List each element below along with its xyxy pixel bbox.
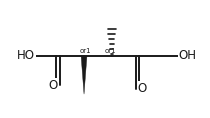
Text: or1: or1: [104, 48, 116, 53]
Text: or1: or1: [80, 48, 92, 53]
Polygon shape: [81, 56, 87, 94]
Text: HO: HO: [17, 49, 35, 62]
Text: O: O: [49, 79, 58, 92]
Text: OH: OH: [178, 49, 196, 62]
Text: O: O: [138, 82, 147, 95]
